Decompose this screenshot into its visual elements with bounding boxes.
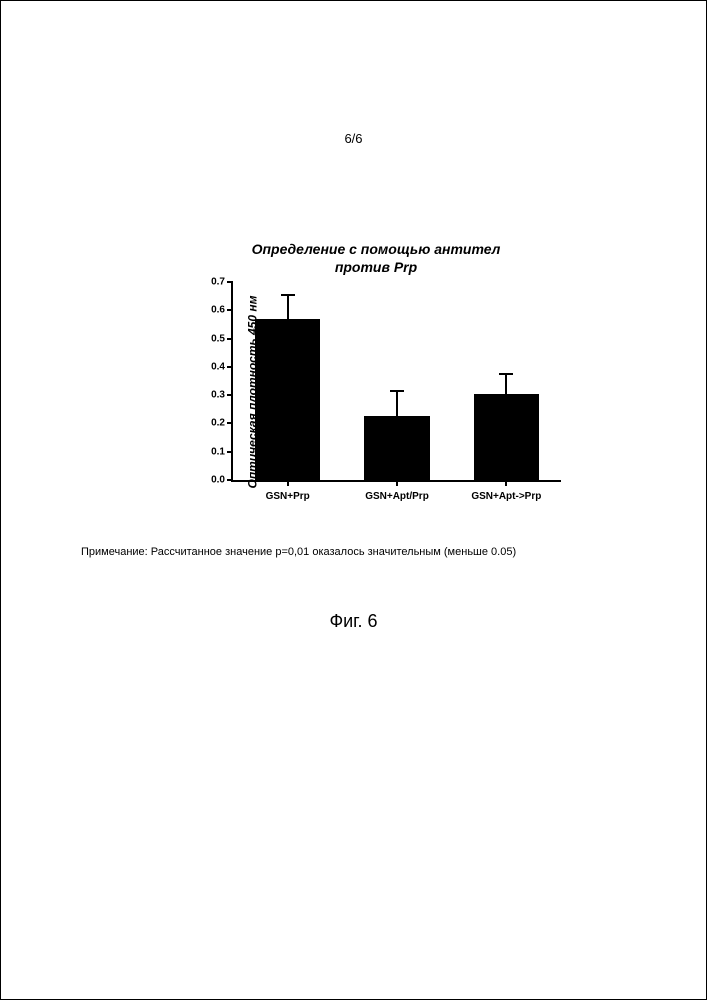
- error-cap: [499, 373, 513, 375]
- y-tick: [227, 338, 233, 340]
- y-tick: [227, 394, 233, 396]
- error-bar: [505, 374, 507, 394]
- y-tick-label: 0.0: [199, 475, 225, 486]
- y-tick: [227, 366, 233, 368]
- y-tick-label: 0.7: [199, 277, 225, 288]
- error-cap: [390, 390, 404, 392]
- y-tick: [227, 309, 233, 311]
- chart-area: Оптическая плотность 450 нм 0.00.10.20.3…: [201, 282, 561, 502]
- bar-chart: Определение с помощью антител против Prp…: [161, 241, 561, 502]
- footnote: Примечание: Рассчитанное значение p=0,01…: [81, 546, 646, 558]
- y-tick-label: 0.5: [199, 333, 225, 344]
- y-tick: [227, 479, 233, 481]
- y-tick-label: 0.2: [199, 418, 225, 429]
- y-tick-label: 0.6: [199, 305, 225, 316]
- x-label: GSN+Apt/Prp: [365, 491, 429, 502]
- bar: [364, 416, 430, 480]
- x-tick: [287, 480, 289, 486]
- chart-title-line1: Определение с помощью антител: [252, 241, 501, 257]
- y-tick: [227, 422, 233, 424]
- y-tick: [227, 281, 233, 283]
- y-tick-label: 0.4: [199, 361, 225, 372]
- error-cap: [281, 294, 295, 296]
- plot-area: 0.00.10.20.30.40.50.60.7GSN+PrpGSN+Apt/P…: [231, 282, 561, 482]
- x-tick: [396, 480, 398, 486]
- error-bar: [287, 295, 289, 319]
- y-tick-label: 0.1: [199, 446, 225, 457]
- x-label: GSN+Apt->Prp: [471, 491, 541, 502]
- error-bar: [396, 391, 398, 416]
- bar: [474, 394, 540, 480]
- chart-title-line2: против Prp: [335, 259, 417, 275]
- chart-title: Определение с помощью антител против Prp: [161, 241, 561, 276]
- y-tick-label: 0.3: [199, 390, 225, 401]
- x-tick: [505, 480, 507, 486]
- bar: [255, 319, 321, 480]
- x-label: GSN+Prp: [266, 491, 310, 502]
- figure-caption: Фиг. 6: [1, 611, 706, 632]
- y-tick: [227, 451, 233, 453]
- page-number: 6/6: [1, 131, 706, 146]
